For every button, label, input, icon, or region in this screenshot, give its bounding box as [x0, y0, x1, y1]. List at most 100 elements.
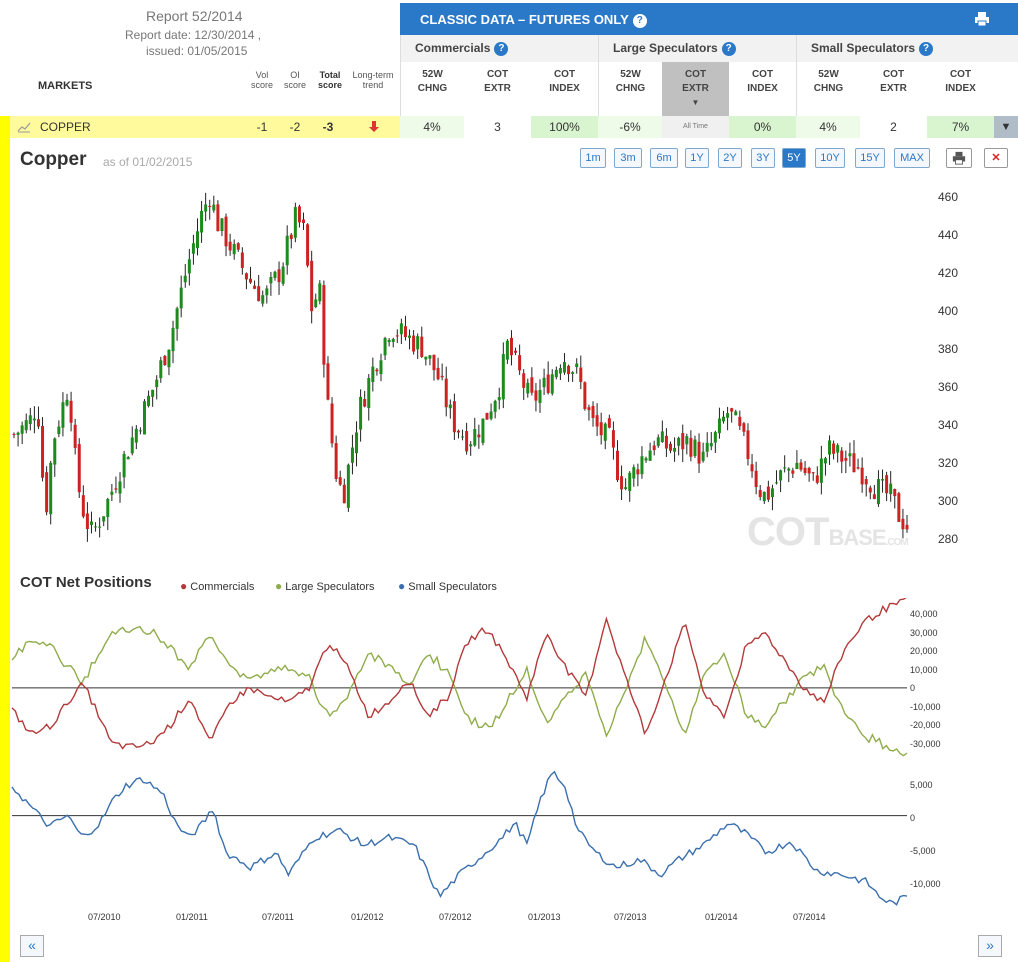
- candle-body: [538, 389, 542, 403]
- subheader-52w-chng[interactable]: 52W CHNG: [400, 62, 464, 116]
- market-name[interactable]: COPPER: [40, 120, 91, 134]
- subheader-52w-chng[interactable]: 52W CHNG: [796, 62, 860, 116]
- candle-body: [473, 429, 477, 446]
- report-issued: issued: 01/05/2015: [146, 44, 248, 58]
- net-tick: 30,000: [910, 628, 938, 638]
- prev-button[interactable]: «: [20, 935, 44, 957]
- candle-body: [167, 349, 171, 368]
- range-1y-button[interactable]: 1Y: [685, 148, 709, 168]
- price-tick: 340: [938, 418, 959, 432]
- range-max-button[interactable]: MAX: [894, 148, 930, 168]
- help-icon[interactable]: ?: [494, 41, 509, 56]
- classic-data-banner: CLASSIC DATA – FUTURES ONLY?: [400, 3, 1018, 35]
- candle-body: [253, 285, 257, 289]
- subheader-cot-index[interactable]: COT INDEX: [927, 62, 994, 116]
- candle-body: [689, 437, 693, 457]
- printer-icon[interactable]: [974, 11, 990, 32]
- subheader-cot-index[interactable]: COT INDEX: [531, 62, 598, 116]
- candle-body: [134, 428, 138, 443]
- candle-body: [628, 472, 632, 492]
- candle-body: [497, 397, 501, 401]
- subheader-cot-index[interactable]: COT INDEX: [729, 62, 796, 116]
- candle-body: [36, 419, 40, 427]
- candle-body: [823, 458, 827, 464]
- chart-line-icon[interactable]: [17, 120, 31, 138]
- range-3m-button[interactable]: 3m: [614, 148, 642, 168]
- subheader-52w-chng[interactable]: 52W CHNG: [598, 62, 662, 116]
- candle-body: [819, 458, 823, 483]
- candle-body: [187, 259, 191, 274]
- print-chart-button[interactable]: [946, 148, 972, 168]
- candle-body: [828, 440, 832, 455]
- candle-body: [656, 437, 660, 446]
- candle-body: [514, 350, 518, 353]
- candle-body: [383, 338, 387, 356]
- close-chart-button[interactable]: ✕: [984, 148, 1008, 168]
- range-15y-button[interactable]: 15Y: [855, 148, 885, 168]
- chart-title: Copper: [20, 149, 87, 170]
- candle-body: [367, 378, 371, 409]
- candle-body: [236, 243, 240, 250]
- candle-body: [738, 416, 742, 427]
- candle-body: [587, 407, 591, 411]
- oi-score: -2: [289, 120, 301, 134]
- candle-body: [501, 354, 505, 400]
- candle-body: [350, 447, 354, 463]
- candle-body: [73, 424, 77, 448]
- candle-body: [636, 469, 640, 475]
- candle-body: [142, 401, 146, 435]
- next-button[interactable]: »: [978, 935, 1002, 957]
- help-icon[interactable]: ?: [632, 13, 647, 28]
- expand-row-button[interactable]: ▼: [994, 116, 1018, 138]
- candle-body: [297, 206, 301, 223]
- subheader-cot-extr[interactable]: COT EXTR: [860, 62, 927, 116]
- ss-cot-extr: 2: [890, 120, 897, 134]
- candle-body: [183, 275, 187, 283]
- legend-small-speculators[interactable]: ● Small Speculators: [398, 579, 497, 593]
- subheader-cot-extr-selected[interactable]: COT EXTR ▼: [662, 62, 729, 116]
- candle-body: [191, 243, 195, 254]
- candle-body: [726, 413, 730, 418]
- price-tick: 400: [938, 304, 959, 318]
- candle-body: [493, 400, 497, 412]
- range-2y-button[interactable]: 2Y: [718, 148, 742, 168]
- candle-body: [118, 481, 122, 494]
- candle-body: [265, 288, 269, 296]
- candle-body: [16, 432, 20, 435]
- comm-cot-extr: 3: [494, 120, 501, 134]
- candle-body: [652, 445, 656, 451]
- candle-body: [815, 475, 819, 483]
- candle-body: [355, 432, 359, 454]
- series-commercials: [11, 598, 907, 750]
- range-10y-button[interactable]: 10Y: [815, 148, 845, 168]
- candle-body: [195, 231, 199, 249]
- range-5y-button[interactable]: 5Y: [782, 148, 806, 168]
- range-6m-button[interactable]: 6m: [650, 148, 678, 168]
- sort-down-icon: ▼: [691, 98, 700, 107]
- market-row[interactable]: [10, 116, 400, 138]
- subheader-cot-extr[interactable]: COT EXTR: [464, 62, 531, 116]
- candle-body: [61, 402, 65, 428]
- candle-body: [758, 489, 762, 498]
- candle-body: [640, 456, 644, 475]
- candle-body: [868, 487, 872, 493]
- help-icon[interactable]: ?: [919, 41, 934, 56]
- candle-body: [836, 445, 840, 453]
- range-1m-button[interactable]: 1m: [580, 148, 606, 168]
- net-tick: -30,000: [910, 739, 941, 749]
- banner-title: CLASSIC DATA – FUTURES ONLY?: [420, 12, 647, 28]
- net-tick: 0: [910, 683, 916, 693]
- candle-body: [208, 205, 212, 207]
- candle-body: [730, 408, 734, 412]
- net-tick: 10,000: [910, 665, 938, 675]
- markets-header: MARKETS: [38, 80, 93, 92]
- trend-header: Long-term trend: [352, 70, 394, 90]
- candle-body: [147, 395, 151, 406]
- x-tick: 07/2010: [88, 912, 121, 922]
- legend-commercials[interactable]: ● Commercials: [180, 579, 255, 593]
- candle-body: [281, 266, 285, 284]
- range-3y-button[interactable]: 3Y: [751, 148, 775, 168]
- legend-large-speculators[interactable]: ● Large Speculators: [275, 579, 375, 593]
- x-tick: 07/2012: [439, 912, 472, 922]
- help-icon[interactable]: ?: [721, 41, 736, 56]
